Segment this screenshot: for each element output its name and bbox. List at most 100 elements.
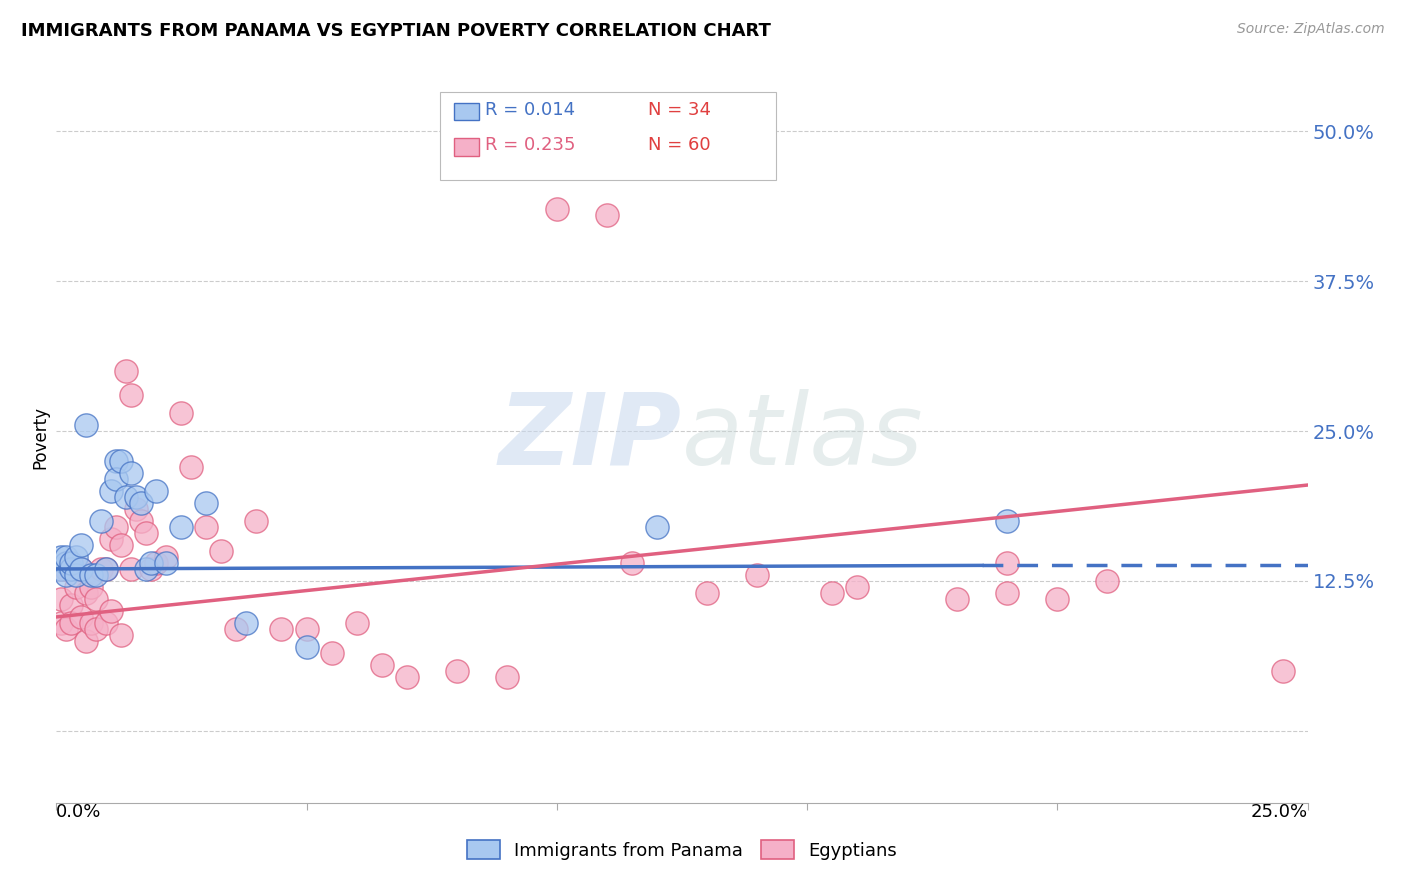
Point (100, 532, 122, 546)
Text: Source: ZipAtlas.com: Source: ZipAtlas.com (1237, 22, 1385, 37)
Point (80, 615, 103, 630)
Point (225, 622, 247, 636)
Point (270, 622, 292, 636)
Point (995, 514, 1018, 528)
Point (446, 664, 468, 678)
Point (60, 556, 83, 570)
Point (295, 622, 318, 636)
Text: ZIP: ZIP (499, 389, 682, 485)
Point (370, 657, 392, 672)
Point (141, 562, 163, 576)
Point (110, 538, 132, 552)
Point (110, 454, 132, 468)
Point (75, 634, 97, 648)
Point (1271, 664, 1294, 678)
Point (145, 556, 167, 570)
Point (120, 388, 142, 402)
Point (1046, 591, 1069, 606)
Point (846, 580, 869, 594)
Point (946, 591, 969, 606)
Point (346, 615, 368, 630)
Point (295, 640, 318, 654)
Point (745, 568, 768, 582)
Point (51, 591, 73, 606)
Point (84, 568, 107, 582)
Point (125, 502, 148, 516)
Point (105, 454, 128, 468)
Point (155, 556, 177, 570)
Point (131, 496, 153, 510)
Point (90, 562, 112, 576)
Point (90, 514, 112, 528)
Point (75, 586, 97, 600)
Point (995, 586, 1018, 600)
Point (135, 562, 157, 576)
Point (645, 520, 668, 534)
Point (115, 364, 138, 378)
Point (321, 646, 343, 660)
Point (84, 622, 107, 636)
Point (245, 514, 267, 528)
Point (51, 615, 73, 630)
Text: 0.0%: 0.0% (56, 803, 101, 821)
Point (96, 562, 118, 576)
Point (235, 615, 257, 630)
Point (70, 610, 93, 624)
Text: N = 34: N = 34 (648, 101, 711, 119)
Point (209, 544, 232, 558)
Point (105, 520, 128, 534)
Point (120, 466, 142, 480)
Text: 25.0%: 25.0% (1250, 803, 1308, 821)
Point (100, 604, 122, 618)
Point (60, 562, 83, 576)
Point (65, 549, 87, 564)
Point (170, 406, 193, 420)
Point (55, 556, 77, 570)
Point (105, 472, 128, 486)
Point (80, 568, 103, 582)
Point (80, 580, 103, 594)
Point (70, 538, 93, 552)
Point (60, 598, 83, 612)
Point (141, 556, 163, 570)
Point (395, 670, 418, 684)
Point (110, 628, 132, 642)
Point (55, 622, 77, 636)
Point (546, 202, 568, 217)
Point (195, 496, 218, 510)
Point (51, 562, 73, 576)
Point (100, 483, 122, 498)
Point (96, 562, 118, 576)
Point (180, 460, 202, 475)
Point (84, 591, 107, 606)
Point (135, 526, 157, 541)
Point (995, 556, 1018, 570)
Point (495, 670, 517, 684)
Point (1097, 574, 1119, 588)
Point (55, 549, 77, 564)
Point (55, 568, 77, 582)
Point (65, 568, 87, 582)
Text: N = 60: N = 60 (648, 136, 711, 154)
Point (170, 520, 193, 534)
Point (51, 549, 73, 564)
Text: R = 0.235: R = 0.235 (485, 136, 575, 154)
Point (120, 562, 142, 576)
Point (696, 586, 718, 600)
Point (131, 514, 153, 528)
Point (60, 615, 83, 630)
Point (65, 580, 87, 594)
Point (620, 556, 643, 570)
Text: atlas: atlas (682, 389, 924, 485)
Point (125, 490, 148, 504)
Legend: Immigrants from Panama, Egyptians: Immigrants from Panama, Egyptians (460, 833, 904, 867)
Point (596, 208, 619, 222)
Point (115, 490, 138, 504)
Point (96, 615, 118, 630)
Point (70, 562, 93, 576)
Point (75, 418, 97, 433)
Point (155, 549, 177, 564)
Y-axis label: Poverty: Poverty (31, 406, 49, 468)
Point (145, 483, 167, 498)
Point (55, 562, 77, 576)
